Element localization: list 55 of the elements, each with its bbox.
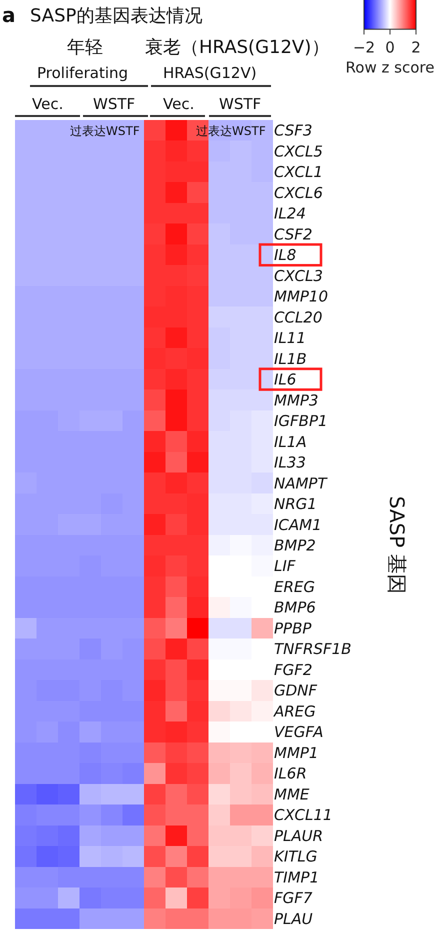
y-tick-label: ICAM1 [274,516,322,534]
y-tick-label: IL24 [274,204,306,223]
y-tick-label: CSF3 [274,122,312,140]
text: Vec. [32,95,64,113]
y-tick-label: PPBP [274,619,312,638]
y-tick-label: IL6R [274,764,307,783]
y-tick-label: IL1A [274,432,307,451]
y-tick-label: EREG [274,578,316,596]
y-tick-label: IL8 [274,246,296,264]
y-tick-label: IL11 [274,329,306,348]
color-bar-label: 2 [411,38,421,56]
y-tick-label: CXCL6 [274,184,323,202]
color-bar-label: 0 [385,38,395,56]
y-tick-label: TIMP1 [274,868,320,886]
y-tick-label: MME [274,785,310,804]
text: a [2,3,16,27]
y-tick-label: KITLG [274,848,318,866]
y-tick-label: CXCL11 [274,806,332,824]
y-tick-label: IL33 [274,454,306,472]
y-tick-label: PLAUR [274,826,324,845]
y-tick-label: TNFRSF1B [274,640,352,658]
color-bar-label: −2 [352,38,376,56]
y-tick-label: IGFBP1 [274,412,328,430]
y-tick-label: BMP6 [274,598,316,617]
text: Proliferating [37,64,128,82]
annotation: 过表达WSTF [70,124,140,138]
y-tick-label: CXCL3 [274,266,323,285]
y-tick-label: FGF2 [274,660,312,679]
text: HRAS(G12V) [163,64,257,82]
chart-title: SASP的基因表达情况 [30,5,202,26]
y-tick-label: BMP2 [274,536,316,554]
y-tick-label: NAMPT [274,474,328,492]
text: WSTF [93,95,136,113]
y-tick-label: AREG [273,702,316,720]
text: WSTF [219,95,262,113]
y-tick-label: MMP1 [274,744,318,762]
text: 年轻 [67,37,103,58]
y-tick-label: CXCL1 [274,163,323,182]
color-bar-title: Row z score [346,58,434,76]
y-tick-label: MMP3 [274,391,318,410]
y-tick-label: LIF [274,557,296,576]
y-tick-label: CCL20 [274,308,322,326]
y-tick-label: NRG1 [274,495,317,514]
y-axis-title: SASP 基因 [385,496,409,594]
y-tick-label: MMP10 [274,288,328,306]
text: 衰老（HRAS(G12V)） [145,37,330,58]
y-tick-label: CXCL5 [274,142,323,160]
y-tick-label: GDNF [274,682,318,700]
y-tick-label: CSF2 [274,225,312,244]
y-tick-label: IL6 [274,370,296,389]
y-tick-label: IL1B [274,350,307,368]
y-tick-label: VEGFA [274,723,324,742]
text: Vec. [163,95,194,113]
y-tick-label: FGF7 [274,889,313,908]
y-tick-label: PLAU [274,910,313,928]
